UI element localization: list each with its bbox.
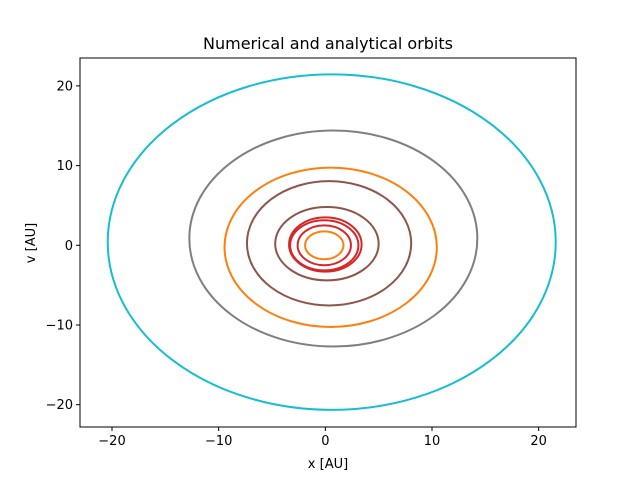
orbit-line-4: [288, 216, 363, 273]
y-tick-label: −10: [46, 318, 73, 333]
y-tick-label: −20: [46, 398, 73, 413]
orbit-line-5: [274, 206, 380, 282]
y-axis-label: v [AU]: [24, 223, 39, 263]
orbit-line-8: [188, 129, 479, 348]
x-tick-label: −10: [205, 434, 232, 449]
x-axis-label: x [AU]: [308, 457, 348, 472]
y-axis-ticks: −20 −10 0 10 20: [46, 79, 80, 413]
orbit-line-1: [304, 230, 345, 261]
plot-frame: [79, 57, 577, 428]
orbit-line-3: [289, 219, 360, 272]
y-tick-label: 10: [56, 159, 73, 174]
series-layer: [106, 73, 557, 411]
x-tick-label: −20: [98, 434, 125, 449]
y-tick-label: 20: [56, 79, 73, 94]
orbit-line-9: [106, 73, 557, 411]
x-tick-label: 20: [530, 434, 547, 449]
y-tick-label: 0: [65, 239, 73, 254]
x-tick-label: 0: [321, 434, 329, 449]
orbit-line-2: [296, 224, 352, 267]
x-tick-label: 10: [424, 434, 441, 449]
orbit-line-7: [223, 166, 438, 328]
x-axis-ticks: −20 −10 0 10 20: [98, 427, 547, 449]
orbit-line-6: [245, 180, 413, 307]
chart-title: Numerical and analytical orbits: [203, 34, 453, 53]
